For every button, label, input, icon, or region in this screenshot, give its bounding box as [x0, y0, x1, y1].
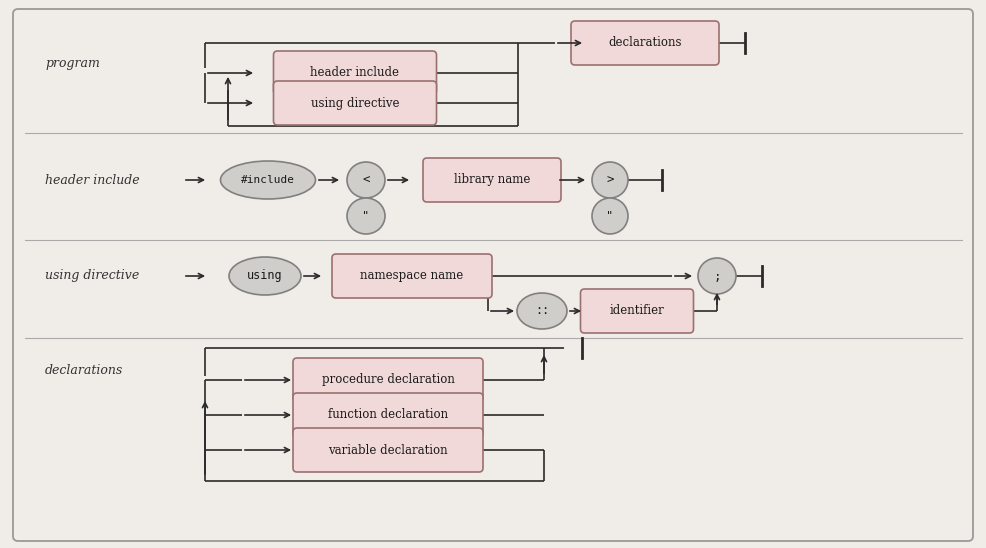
Ellipse shape: [592, 162, 627, 198]
Text: #include: #include: [241, 175, 295, 185]
Text: <: <: [362, 174, 370, 186]
Text: identifier: identifier: [609, 305, 664, 317]
Ellipse shape: [517, 293, 566, 329]
Ellipse shape: [697, 258, 736, 294]
Ellipse shape: [592, 198, 627, 234]
Text: header include: header include: [311, 66, 399, 79]
Text: function declaration: function declaration: [327, 408, 448, 421]
Ellipse shape: [347, 162, 385, 198]
Text: ": ": [605, 209, 613, 222]
Text: ::: ::: [534, 305, 548, 317]
FancyBboxPatch shape: [293, 393, 482, 437]
Text: header include: header include: [45, 174, 139, 186]
Text: namespace name: namespace name: [360, 270, 463, 283]
Text: ;: ;: [713, 270, 720, 283]
Text: using directive: using directive: [311, 96, 399, 110]
FancyBboxPatch shape: [273, 81, 436, 125]
FancyBboxPatch shape: [423, 158, 560, 202]
FancyBboxPatch shape: [293, 428, 482, 472]
Text: using directive: using directive: [45, 270, 139, 283]
FancyBboxPatch shape: [273, 51, 436, 95]
Text: declarations: declarations: [607, 37, 681, 49]
Ellipse shape: [229, 257, 301, 295]
FancyBboxPatch shape: [293, 358, 482, 402]
FancyBboxPatch shape: [13, 9, 972, 541]
Text: >: >: [605, 174, 613, 186]
Text: program: program: [45, 56, 100, 70]
Ellipse shape: [220, 161, 316, 199]
Text: declarations: declarations: [45, 363, 123, 376]
Ellipse shape: [347, 198, 385, 234]
Text: procedure declaration: procedure declaration: [321, 374, 454, 386]
Text: variable declaration: variable declaration: [328, 443, 448, 456]
FancyBboxPatch shape: [571, 21, 718, 65]
Text: using: using: [246, 270, 283, 283]
Text: ": ": [362, 209, 369, 222]
FancyBboxPatch shape: [331, 254, 491, 298]
FancyBboxPatch shape: [580, 289, 693, 333]
Text: library name: library name: [454, 174, 529, 186]
